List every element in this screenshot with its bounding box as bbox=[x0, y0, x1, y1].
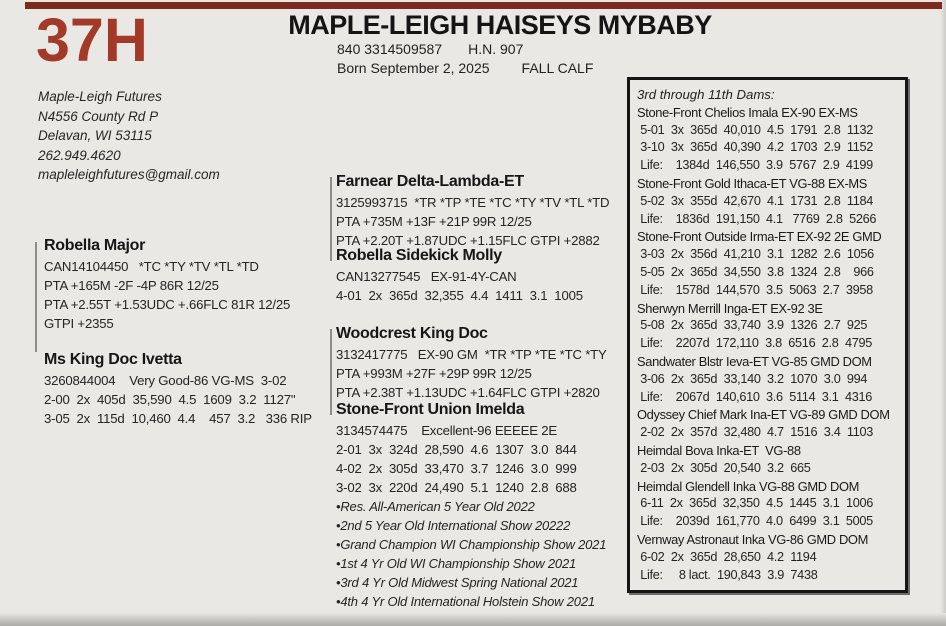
pedigree-data-line: 3-05 2x 115d 10,460 4.4 457 3.2 336 RIP bbox=[44, 411, 312, 426]
dam-record-line: Life: 1384d 146,550 3.9 5767 2.9 4199 bbox=[637, 158, 873, 173]
dam-record-line: Life: 2207d 172,110 3.8 6516 2.8 4795 bbox=[637, 336, 872, 351]
registration-number: 840 3314509587 bbox=[337, 41, 443, 57]
pedigree-block-ms-king-doc-ivetta: Ms King Doc Ivetta 3260844004 Very Good-8… bbox=[44, 350, 344, 428]
pedigree-bracket-line bbox=[330, 177, 332, 261]
pedigree-data-line: CAN14104450 *TC *TY *TV *TL *TD bbox=[44, 259, 259, 274]
pedigree-block-robella-sidekick-molly: Robella Sidekick Molly CAN13277545 EX-91-… bbox=[336, 246, 636, 305]
dam-name: Heimdal Bova Inka-ET VG-88 bbox=[637, 442, 801, 458]
show-award-line: •2nd 5 Year Old International Show 20222 bbox=[336, 518, 571, 533]
birthdate-line: Born September 2, 2025 FALL CALF bbox=[337, 59, 593, 78]
pedigree-block-woodcrest-king-doc: Woodcrest King Doc 3132417775 EX-90 GM *T… bbox=[336, 324, 636, 402]
dam-record-line: Life: 2039d 161,770 4.0 6499 3.1 5005 bbox=[637, 514, 873, 529]
show-award-line: •4th 4 Yr Old International Holstein Sho… bbox=[336, 594, 595, 609]
dam-name: Stone-Front Chelios Imala EX-90 EX-MS bbox=[637, 104, 858, 120]
dams-summary-box: 3rd through 11th Dams: Stone-Front Cheli… bbox=[627, 77, 908, 593]
pedigree-data-line: PTA +2.20T +1.87UDC +1.15FLC GTPI +2882 bbox=[336, 233, 600, 248]
pedigree-data-line: 2-01 3x 324d 28,590 4.6 1307 3.0 844 bbox=[336, 442, 577, 457]
pedigree-data-line: 3132417775 EX-90 GM *TR *TP *TE *TC *TY bbox=[336, 347, 607, 362]
animal-title: MAPLE-LEIGH HAISEYS MYBABY bbox=[288, 10, 712, 40]
dam-name: Stone-Front Gold Ithaca-ET VG-88 EX-MS bbox=[637, 175, 868, 191]
pedigree-data-line: GTPI +2355 bbox=[44, 316, 114, 331]
dam-name: Heimdal Glendell Inka VG-88 GMD DOM bbox=[637, 478, 860, 494]
dam-name: Sandwater Blstr Ieva-ET VG-85 GMD DOM bbox=[637, 353, 872, 369]
dam-record-line: 5-05 2x 365d 34,550 3.8 1324 2.8 966 bbox=[637, 264, 874, 279]
pedigree-data-line: 3134574475 Excellent-96 EEEEE 2E bbox=[336, 423, 558, 438]
dam-record-line: Life: 2067d 140,610 3.6 5114 3.1 4316 bbox=[637, 389, 872, 404]
dam-record-line: 3-03 2x 356d 41,210 3.1 1282 2.6 1056 bbox=[637, 247, 874, 262]
pedigree-bracket-line bbox=[330, 329, 332, 415]
pedigree-data-line: 4-02 2x 305d 33,470 3.7 1246 3.0 999 bbox=[336, 461, 577, 476]
dam-record-line: 2-03 2x 305d 20,540 3.2 665 bbox=[637, 460, 811, 475]
top-rule bbox=[25, 2, 942, 9]
breeder-contact: Maple-Leigh Futures N4556 County Rd P Dela… bbox=[38, 87, 220, 185]
pedigree-data-line: 4-01 2x 365d 32,355 4.4 1411 3.1 1005 bbox=[336, 288, 583, 303]
pedigree-data-line: PTA +2.55T +1.53UDC +.66FLC 81R 12/25 bbox=[44, 297, 291, 312]
pedigree-data-line: PTA +735M +13F +21P 99R 12/25 bbox=[336, 214, 532, 229]
pedigree-data-line: PTA +165M -2F -4P 86R 12/25 bbox=[44, 278, 219, 293]
dam-record-line: 5-01 3x 365d 40,010 4.5 1791 2.8 1132 bbox=[637, 122, 873, 137]
pedigree-bracket-line bbox=[35, 242, 37, 352]
pedigree-data-line: CAN13277545 EX-91-4Y-CAN bbox=[336, 269, 517, 284]
animal-name: Robella Sidekick Molly bbox=[336, 247, 502, 264]
dam-record-line: Life: 1836d 191,150 4.1 7769 2.8 5266 bbox=[637, 211, 877, 226]
herd-number: H.N. 907 bbox=[468, 41, 524, 57]
lot-number: 37H bbox=[36, 6, 148, 74]
pedigree-data-line: 3260844004 Very Good-86 VG-MS 3-02 bbox=[44, 373, 287, 388]
page-bottom-edge-shadow bbox=[0, 613, 946, 626]
animal-name: Farnear Delta-Lambda-ET bbox=[336, 173, 524, 190]
show-award-line: •1st 4 Yr Old WI Championship Show 2021 bbox=[336, 556, 577, 571]
contact-line: N4556 County Rd P bbox=[38, 108, 159, 124]
show-award-line: •Res. All-American 5 Year Old 2022 bbox=[336, 499, 535, 514]
contact-line: Maple-Leigh Futures bbox=[38, 89, 162, 104]
dam-record-line: 5-08 2x 365d 33,740 3.9 1326 2.7 925 bbox=[637, 318, 868, 333]
dam-name: Sherwyn Merrill Inga-ET EX-92 3E bbox=[637, 300, 823, 316]
title-block: MAPLE-LEIGH HAISEYS MYBABY bbox=[230, 10, 770, 40]
dams-box-heading: 3rd through 11th Dams: bbox=[637, 87, 775, 102]
dam-record-line: 5-02 3x 355d 42,670 4.1 1731 2.8 1184 bbox=[637, 193, 873, 208]
dam-name: Vernway Astronaut Inka VG-86 GMD DOM bbox=[637, 531, 868, 547]
dam-name: Stone-Front Outside Irma-ET EX-92 2E GMD bbox=[637, 229, 882, 245]
dam-record-line: 6-11 2x 365d 32,350 4.5 1445 3.1 1006 bbox=[637, 496, 873, 511]
registration-block: 840 3314509587 H.N. 907 Born September 2,… bbox=[337, 40, 593, 78]
contact-line: mapleleighfutures@gmail.com bbox=[38, 167, 220, 182]
registration-line: 840 3314509587 H.N. 907 bbox=[337, 40, 593, 59]
pedigree-data-line: 2-00 2x 405d 35,590 4.5 1609 3.2 1127" bbox=[44, 392, 296, 407]
animal-name: Stone-Front Union Imelda bbox=[336, 401, 525, 418]
contact-line: 262.949.4620 bbox=[38, 147, 121, 163]
page-right-edge-shadow bbox=[940, 0, 946, 626]
dam-name: Odyssey Chief Mark Ina-ET VG-89 GMD DOM bbox=[637, 407, 890, 423]
pedigree-data-line: 3-02 3x 220d 24,490 5.1 1240 2.8 688 bbox=[336, 480, 577, 495]
pedigree-block-robella-major: Robella Major CAN14104450 *TC *TY *TV *TL… bbox=[44, 236, 344, 333]
pedigree-data-line: 3125993715 *TR *TP *TE *TC *TY *TV *TL *… bbox=[336, 195, 610, 210]
pedigree-block-stone-front-union-imelda: Stone-Front Union Imelda 3134574475 Excel… bbox=[336, 400, 636, 611]
pedigree-data-line: PTA +2.38T +1.13UDC +1.64FLC GTPI +2820 bbox=[336, 385, 600, 400]
dam-record-line: Life: 1578d 144,570 3.5 5063 2.7 3958 bbox=[637, 282, 873, 297]
dams-entries: Stone-Front Chelios Imala EX-90 EX-MS 5-… bbox=[637, 104, 905, 585]
dam-record-line: 3-06 2x 365d 33,140 3.2 1070 3.0 994 bbox=[637, 371, 868, 386]
season-label: FALL CALF bbox=[521, 60, 594, 76]
dam-record-line: 6-02 2x 365d 28,650 4.2 1194 bbox=[637, 549, 817, 564]
animal-name: Ms King Doc Ivetta bbox=[44, 351, 182, 368]
contact-line: Delavan, WI 53115 bbox=[38, 128, 152, 143]
pedigree-data-line: PTA +993M +27F +29P 99R 12/25 bbox=[336, 366, 532, 381]
show-award-line: •3rd 4 Yr Old Midwest Spring National 20… bbox=[336, 575, 579, 590]
birth-date: Born September 2, 2025 bbox=[337, 60, 490, 76]
animal-name: Woodcrest King Doc bbox=[336, 325, 488, 342]
dam-record-line: 3-10 3x 365d 40,390 4.2 1703 2.9 1152 bbox=[637, 140, 873, 155]
dam-record-line: 2-02 2x 357d 32,480 4.7 1516 3.4 1103 bbox=[637, 425, 873, 440]
pedigree-block-farnear-delta-lambda: Farnear Delta-Lambda-ET 3125993715 *TR *T… bbox=[336, 172, 636, 250]
dam-record-line: Life: 8 lact. 190,843 3.9 7438 bbox=[637, 567, 818, 582]
show-award-line: •Grand Champion WI Championship Show 202… bbox=[336, 537, 607, 552]
animal-name: Robella Major bbox=[44, 237, 146, 254]
